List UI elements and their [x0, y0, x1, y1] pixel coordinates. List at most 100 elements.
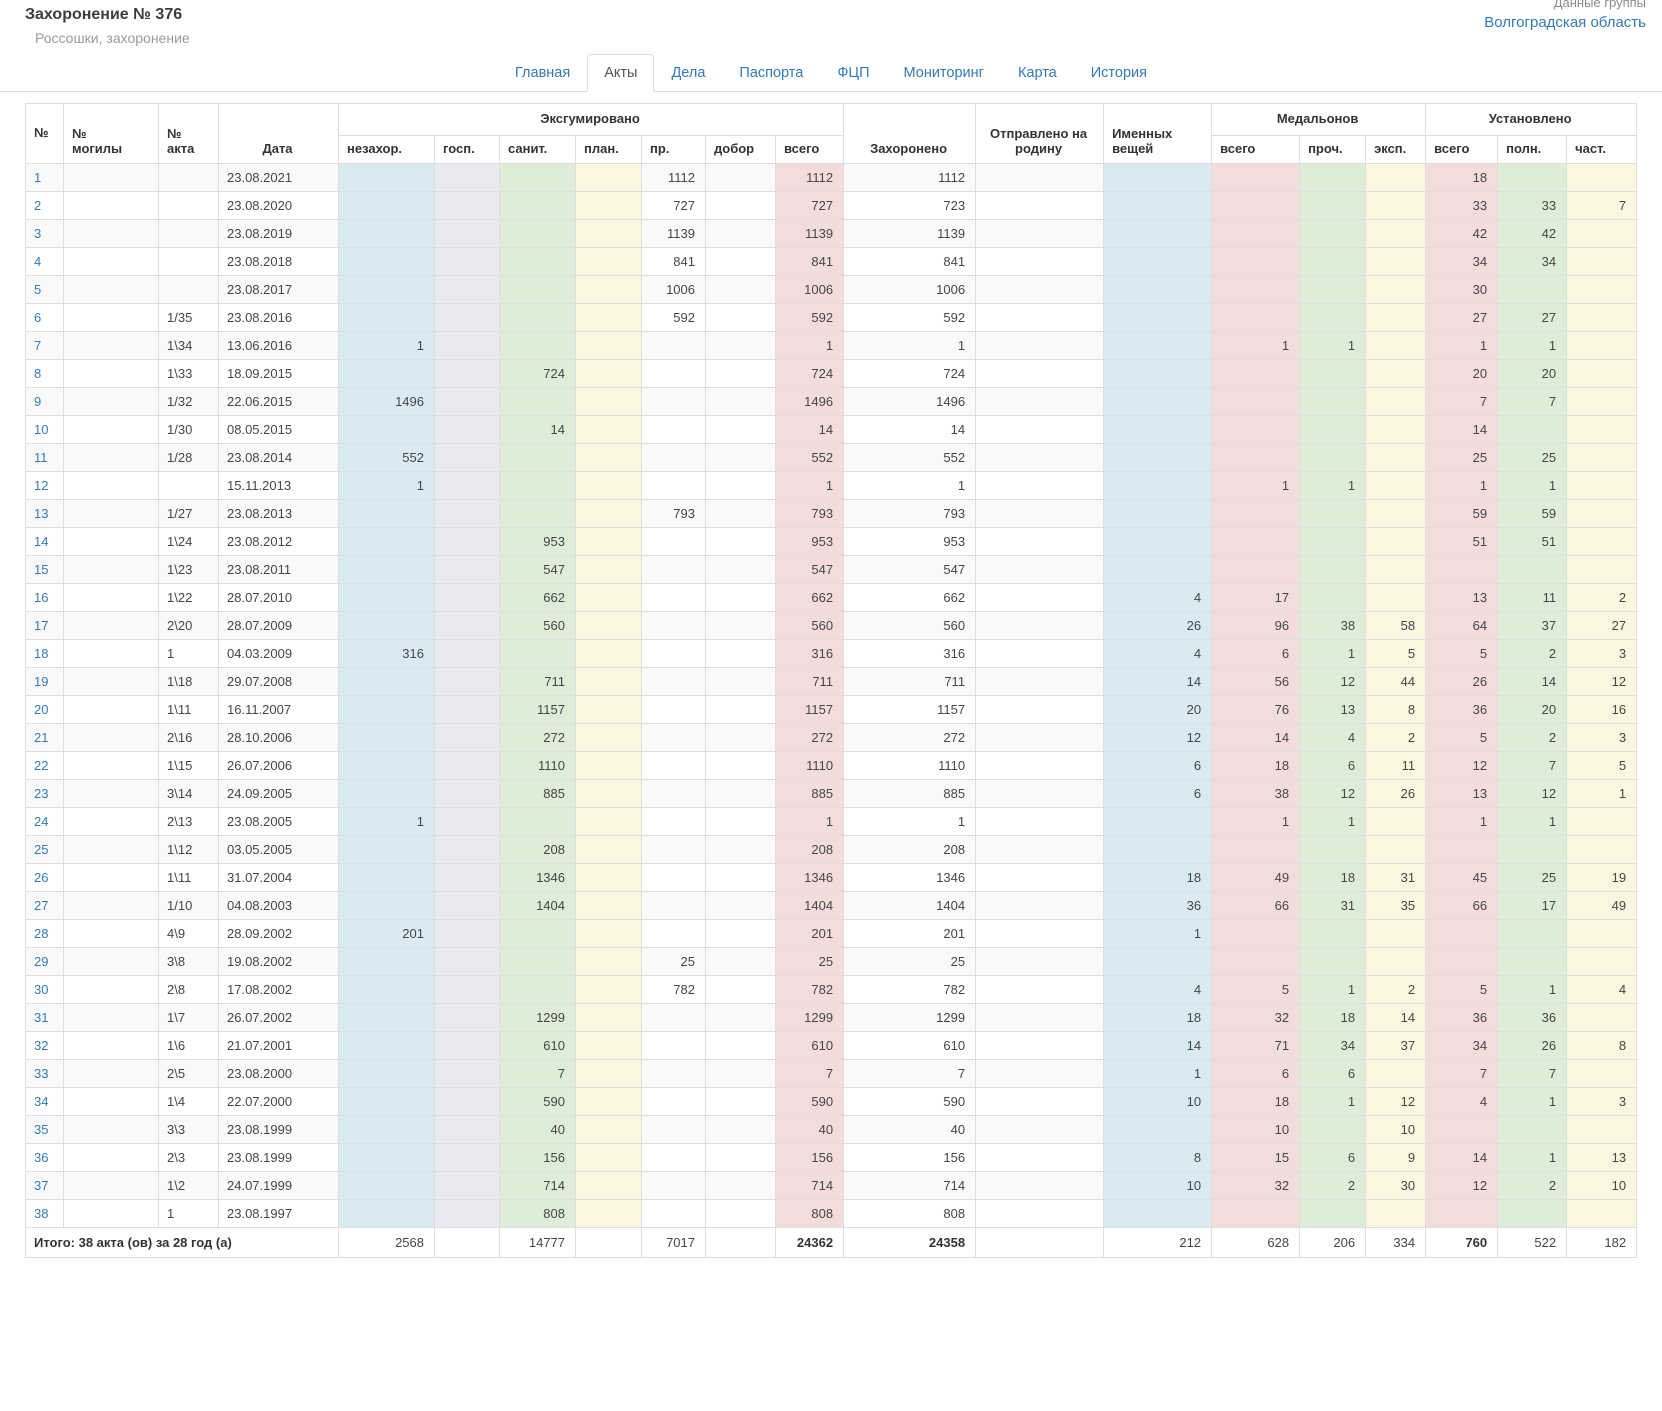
total-imennyh: 212: [1103, 1227, 1213, 1258]
tab-monitoring[interactable]: Мониторинг: [903, 65, 984, 81]
cell-act: 1\11: [158, 863, 219, 892]
col-header-sanit: санит.: [499, 135, 576, 164]
cell-pr: [641, 695, 706, 724]
cell-imennyh: 1: [1103, 1059, 1213, 1088]
tab-akty[interactable]: Акты: [587, 54, 655, 92]
cell-date: 28.07.2009: [218, 611, 339, 640]
cell-num[interactable]: 31: [25, 1003, 64, 1032]
cell-num[interactable]: 30: [25, 975, 64, 1004]
cell-otpravleno: [975, 891, 1105, 920]
cell-num[interactable]: 37: [25, 1171, 64, 1200]
cell-grave: [63, 611, 159, 640]
cell-dobor: [705, 1003, 776, 1032]
cell-num[interactable]: 5: [25, 275, 64, 304]
total-med_eksp: 334: [1365, 1227, 1427, 1258]
cell-num[interactable]: 14: [25, 527, 64, 556]
cell-num[interactable]: 13: [25, 499, 64, 528]
cell-sanit: 547: [499, 555, 576, 584]
cell-num[interactable]: 33: [25, 1059, 64, 1088]
group-data-label: Данные группы: [1553, 0, 1646, 10]
col-header-ust-total: всего: [1425, 135, 1499, 164]
col-header-sent-home: Отправлено на родину: [975, 103, 1105, 164]
cell-med_proch: [1299, 919, 1367, 948]
region-link[interactable]: Волгоградская область: [1484, 14, 1646, 31]
cell-med_eksp: 26: [1365, 779, 1427, 808]
cell-num[interactable]: 3: [25, 219, 64, 248]
tab-dela[interactable]: Дела: [671, 65, 706, 81]
cell-zahoroneno: 953: [843, 527, 977, 556]
cell-num[interactable]: 24: [25, 807, 64, 836]
cell-num[interactable]: 34: [25, 1087, 64, 1116]
cell-num[interactable]: 2: [25, 191, 64, 220]
cell-dobor: [705, 359, 776, 388]
cell-num[interactable]: 4: [25, 247, 64, 276]
cell-num[interactable]: 27: [25, 891, 64, 920]
cell-num[interactable]: 17: [25, 611, 64, 640]
cell-nezahor: 1: [338, 331, 435, 360]
cell-num[interactable]: 21: [25, 723, 64, 752]
cell-num[interactable]: 22: [25, 751, 64, 780]
cell-vsego: 208: [774, 835, 845, 864]
cell-pr: 841: [641, 247, 706, 276]
cell-num[interactable]: 7: [25, 331, 64, 360]
cell-gosp: [434, 191, 500, 220]
tab-pasporta[interactable]: Паспорта: [739, 65, 804, 81]
cell-imennyh: [1103, 219, 1213, 248]
cell-num[interactable]: 35: [25, 1115, 64, 1144]
cell-num[interactable]: 28: [25, 919, 64, 948]
total-gosp: [434, 1227, 500, 1258]
cell-med_eksp: [1365, 919, 1427, 948]
cell-med_eksp: [1365, 1199, 1427, 1228]
cell-med_eksp: [1365, 275, 1427, 304]
cell-gosp: [434, 1199, 500, 1228]
cell-num[interactable]: 11: [25, 443, 64, 472]
cell-imennyh: [1103, 1199, 1213, 1228]
cell-num[interactable]: 29: [25, 947, 64, 976]
cell-num[interactable]: 25: [25, 835, 64, 864]
cell-grave: [63, 443, 159, 472]
cell-med_vsego: 32: [1211, 1171, 1301, 1200]
cell-ust_vsego: 12: [1425, 1171, 1499, 1200]
totals-label: Итого: 38 акта (ов) за 28 год (а): [25, 1227, 339, 1258]
cell-num[interactable]: 18: [25, 639, 64, 668]
cell-num[interactable]: 38: [25, 1199, 64, 1228]
acts-table: № № могилы № акта Дата Эксгумировано Зах…: [25, 103, 1638, 1258]
cell-dobor: [705, 1031, 776, 1060]
cell-med_vsego: 1: [1211, 807, 1301, 836]
cell-num[interactable]: 1: [25, 163, 64, 192]
cell-act: 3\8: [158, 947, 219, 976]
cell-num[interactable]: 15: [25, 555, 64, 584]
cell-num[interactable]: 6: [25, 303, 64, 332]
tab-glavnaya[interactable]: Главная: [515, 65, 571, 81]
cell-otpravleno: [975, 667, 1105, 696]
cell-num[interactable]: 23: [25, 779, 64, 808]
cell-num[interactable]: 36: [25, 1143, 64, 1172]
cell-num[interactable]: 32: [25, 1031, 64, 1060]
cell-pr: [641, 331, 706, 360]
cell-vsego: 1404: [774, 891, 845, 920]
cell-grave: [63, 695, 159, 724]
cell-num[interactable]: 20: [25, 695, 64, 724]
total-zahoroneno: 24358: [843, 1227, 977, 1258]
cell-plan: [575, 499, 642, 528]
cell-vsego: 808: [774, 1199, 845, 1228]
cell-num[interactable]: 8: [25, 359, 64, 388]
cell-dobor: [705, 611, 776, 640]
cell-gosp: [434, 919, 500, 948]
tab-fcp[interactable]: ФЦП: [837, 65, 870, 81]
cell-num[interactable]: 26: [25, 863, 64, 892]
cell-dobor: [705, 527, 776, 556]
cell-num[interactable]: 16: [25, 583, 64, 612]
cell-dobor: [705, 415, 776, 444]
cell-num[interactable]: 12: [25, 471, 64, 500]
tab-istoriya[interactable]: История: [1090, 65, 1147, 81]
tab-karta[interactable]: Карта: [1017, 65, 1057, 81]
cell-gosp: [434, 163, 500, 192]
cell-num[interactable]: 10: [25, 415, 64, 444]
cell-num[interactable]: 19: [25, 667, 64, 696]
cell-num[interactable]: 9: [25, 387, 64, 416]
cell-dobor: [705, 499, 776, 528]
cell-ust_poln: [1497, 555, 1568, 584]
cell-ust_chast: [1566, 835, 1638, 864]
cell-zahoroneno: 662: [843, 583, 977, 612]
